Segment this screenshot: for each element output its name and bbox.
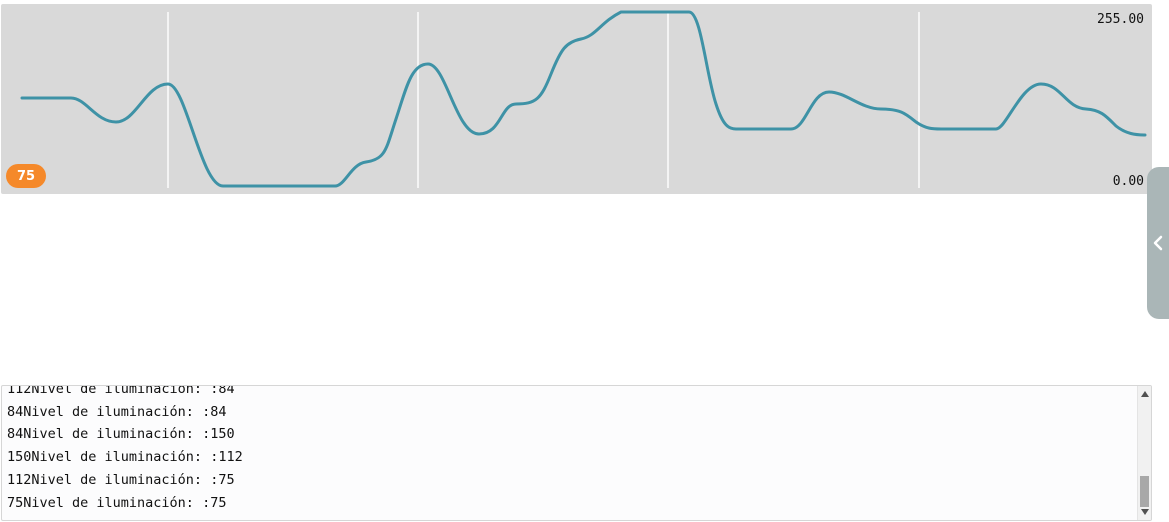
console-scrollbar[interactable]	[1137, 386, 1151, 520]
console-line: 112Nivel de iluminación: :84	[7, 385, 235, 397]
scroll-up-arrow-icon	[1140, 391, 1149, 397]
chevron-left-icon	[1153, 235, 1163, 251]
console-line: 150Nivel de iluminación: :112	[7, 449, 243, 466]
scroll-up-button[interactable]	[1138, 388, 1151, 400]
serial-plotter: 255.00 0.00 75	[1, 4, 1152, 194]
current-value-badge: 75	[6, 164, 46, 188]
console-line: 84Nivel de iluminación: :150	[7, 426, 235, 443]
y-axis-min-label: 0.00	[1112, 174, 1144, 189]
scroll-down-button[interactable]	[1138, 506, 1151, 518]
side-panel-toggle-button[interactable]	[1147, 167, 1169, 319]
plot-series-line	[20, 10, 1147, 188]
y-axis-max-label: 255.00	[1097, 12, 1144, 27]
grid-lines	[167, 12, 920, 188]
console-line: 75Nivel de iluminación: :75	[7, 494, 227, 511]
plot-canvas	[20, 10, 1147, 188]
scrollbar-thumb[interactable]	[1140, 476, 1149, 507]
console-line: 84Nivel de iluminación: :84	[7, 403, 227, 420]
console-line: 112Nivel de iluminación: :75	[7, 471, 235, 488]
serial-monitor-output[interactable]: 112Nivel de iluminación: :84 84Nivel de …	[1, 385, 1152, 521]
console-lines: 112Nivel de iluminación: :84 84Nivel de …	[7, 385, 243, 514]
scroll-down-arrow-icon	[1140, 509, 1149, 515]
